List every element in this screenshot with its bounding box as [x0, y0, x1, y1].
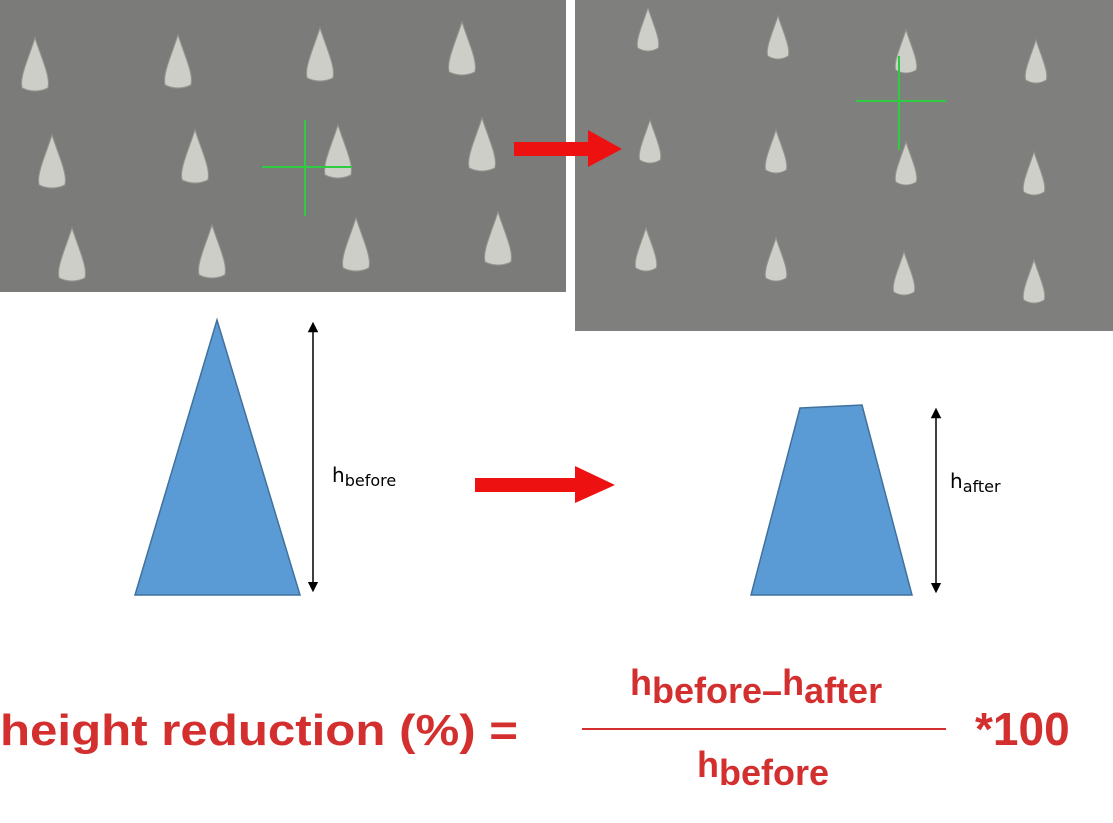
term-base: h: [697, 744, 719, 785]
microneedle: [1022, 258, 1046, 304]
operator: –: [762, 670, 782, 711]
term-base: h: [782, 662, 804, 703]
microneedle: [636, 6, 660, 52]
microneedle: [164, 33, 192, 89]
microneedle: [894, 140, 918, 186]
label-before: hbefore: [332, 463, 396, 490]
label-sub: before: [345, 471, 397, 490]
microneedle: [1022, 150, 1046, 196]
term-sub: before: [719, 752, 829, 793]
term-base: h: [630, 662, 652, 703]
label-after: hafter: [950, 469, 1001, 496]
microneedle: [766, 14, 790, 60]
term-sub: before: [652, 670, 762, 711]
microneedle: [342, 216, 370, 272]
label-base: h: [950, 469, 963, 493]
formula-denominator: hbefore: [697, 744, 829, 793]
microneedle: [892, 250, 916, 296]
microneedle: [484, 210, 512, 266]
arrow: [514, 130, 622, 167]
microneedle: [1024, 38, 1048, 84]
label-sub: after: [963, 477, 1001, 496]
microneedle: [468, 116, 496, 172]
microneedle: [198, 223, 226, 279]
microneedle: [448, 20, 476, 76]
term-sub: after: [804, 670, 882, 711]
photo-after: [575, 0, 1113, 331]
microneedle: [58, 226, 86, 282]
microneedle: [764, 128, 788, 174]
crosshairs: [262, 56, 946, 216]
microneedle: [21, 36, 49, 92]
label-base: h: [332, 463, 345, 487]
microneedle: [638, 118, 662, 164]
microneedle: [894, 28, 918, 74]
arrow: [475, 466, 615, 503]
microneedle: [306, 26, 334, 82]
formula-multiplier: *100: [975, 703, 1070, 755]
needle-after: [750, 404, 913, 596]
microneedle: [324, 123, 352, 179]
formula-numerator: hbefore–hafter: [630, 662, 882, 711]
microneedle: [181, 128, 209, 184]
microneedle: [634, 226, 658, 272]
microneedle: [764, 236, 788, 282]
needle-before: [133, 317, 302, 596]
microneedle: [38, 133, 66, 189]
photos: [0, 0, 1113, 331]
formula-lhs: height reduction (%) =: [0, 706, 518, 755]
